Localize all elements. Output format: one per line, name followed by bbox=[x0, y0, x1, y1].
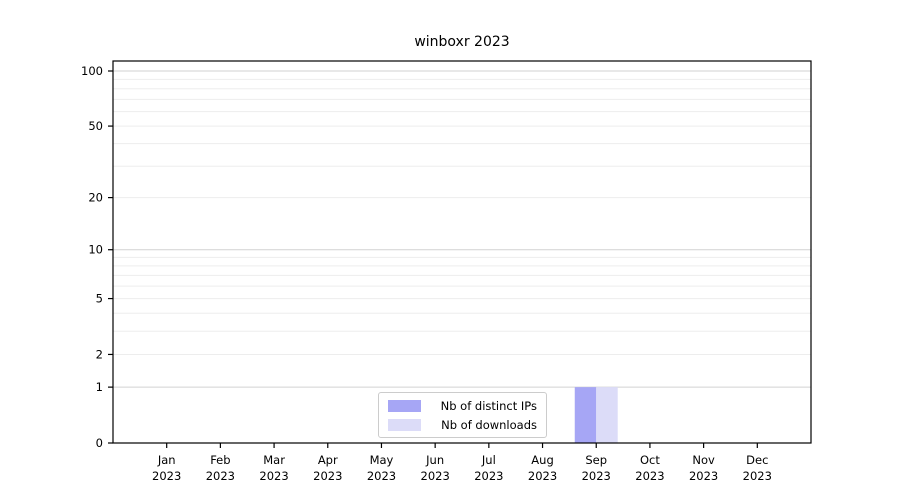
legend-swatch-downloads bbox=[388, 418, 421, 431]
x-tick-label-year: 2023 bbox=[528, 469, 557, 483]
y-tick-label: 2 bbox=[96, 347, 103, 361]
y-tick-label: 100 bbox=[81, 64, 103, 78]
x-tick-label-month: Aug bbox=[531, 453, 553, 467]
y-tick-label: 1 bbox=[96, 380, 103, 394]
y-tick-label: 50 bbox=[88, 119, 103, 133]
x-tick-label-year: 2023 bbox=[206, 469, 235, 483]
x-tick-label-year: 2023 bbox=[582, 469, 611, 483]
x-tick-label-year: 2023 bbox=[689, 469, 718, 483]
legend-label-downloads: Nb of downloads bbox=[441, 417, 537, 432]
legend-label-distinct-ips: Nb of distinct IPs bbox=[440, 398, 537, 413]
x-tick-label-year: 2023 bbox=[259, 469, 288, 483]
x-tick-label-year: 2023 bbox=[313, 469, 342, 483]
plot-border bbox=[112, 60, 812, 444]
x-tick-label-month: Sep bbox=[585, 453, 607, 467]
x-tick-label-month: Jan bbox=[157, 453, 176, 467]
legend: Nb of distinct IPs Nb of downloads bbox=[378, 392, 547, 438]
legend-item-downloads: Nb of downloads bbox=[388, 418, 537, 432]
x-tick-label-month: Jul bbox=[481, 453, 496, 467]
x-tick-label-year: 2023 bbox=[421, 469, 450, 483]
bar-distinct-ips bbox=[574, 387, 597, 443]
y-tick-label: 0 bbox=[96, 436, 103, 450]
y-tick-label: 5 bbox=[96, 292, 103, 306]
x-tick-label-month: Nov bbox=[692, 453, 715, 467]
legend-swatch-distinct-ips bbox=[388, 399, 421, 412]
x-tick-label-year: 2023 bbox=[152, 469, 181, 483]
x-tick-label-year: 2023 bbox=[743, 469, 772, 483]
x-tick-label-month: Feb bbox=[210, 453, 230, 467]
x-tick-label-month: Apr bbox=[318, 453, 338, 467]
chart-title: winboxr 2023 bbox=[414, 34, 510, 50]
x-tick-label-year: 2023 bbox=[367, 469, 396, 483]
x-tick-label-year: 2023 bbox=[474, 469, 503, 483]
x-tick-label-month: Oct bbox=[640, 453, 660, 467]
x-tick-label-month: Jun bbox=[425, 453, 444, 467]
y-tick-label: 10 bbox=[88, 243, 103, 257]
x-tick-label-month: Mar bbox=[263, 453, 285, 467]
x-tick-label-year: 2023 bbox=[635, 469, 664, 483]
x-tick-label-month: Dec bbox=[746, 453, 768, 467]
x-tick-label-month: May bbox=[370, 453, 394, 467]
legend-item-distinct-ips: Nb of distinct IPs bbox=[388, 399, 537, 413]
bar-downloads bbox=[596, 387, 618, 443]
y-tick-label: 20 bbox=[88, 191, 103, 205]
